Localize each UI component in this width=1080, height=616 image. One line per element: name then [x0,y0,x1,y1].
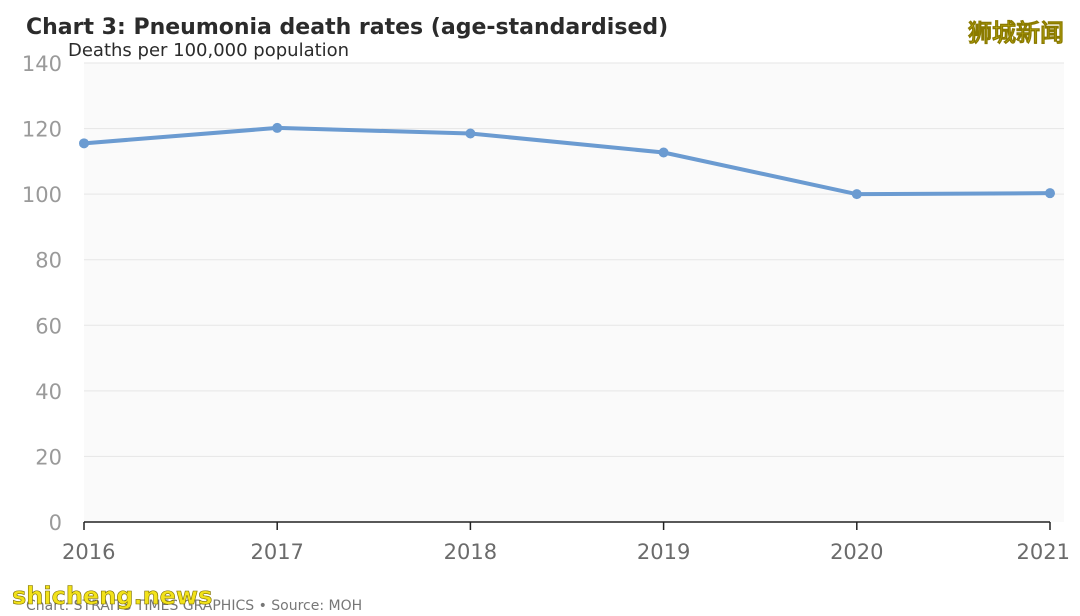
watermark-bottom-left: shicheng.news [12,582,212,610]
y-tick-label: 100 [22,183,62,207]
chart-source: Chart: STRAITS TIMES GRAPHICS • Source: … [26,598,362,614]
data-point [658,147,669,158]
series-line-path [82,125,1052,197]
y-tick-label: 20 [35,445,62,469]
watermark-top-right: 狮城新闻 [968,19,1064,47]
series-line [79,122,1055,200]
data-point [272,122,283,133]
x-tick-label: 2016 [62,540,115,564]
y-tick-label: 140 [22,52,62,76]
x-tick-label: 2021 [1017,540,1070,564]
chart-title: Chart 3: Pneumonia death rates (age-stan… [26,15,668,40]
y-tick-label: 120 [22,118,62,142]
data-point [851,189,862,200]
x-tick-label: 2018 [444,540,497,564]
x-tick-label: 2019 [637,540,690,564]
y-tick-label: 40 [35,380,62,404]
y-tick-label: 0 [49,511,62,535]
x-tick-label: 2020 [830,540,883,564]
y-tick-label: 80 [35,249,62,273]
data-point [465,128,476,139]
y-tick-label: 60 [35,314,62,338]
x-tick-label: 2017 [250,540,303,564]
y-axis-label: Deaths per 100,000 population [68,40,349,61]
y-axis-ticks: 0 20 40 60 80 100 120 140 [22,52,62,535]
data-point [79,138,89,149]
x-axis-ticks: 2016 2017 2018 2019 2020 2021 [62,522,1070,564]
data-point [1045,188,1055,199]
plot-area [84,63,1064,522]
